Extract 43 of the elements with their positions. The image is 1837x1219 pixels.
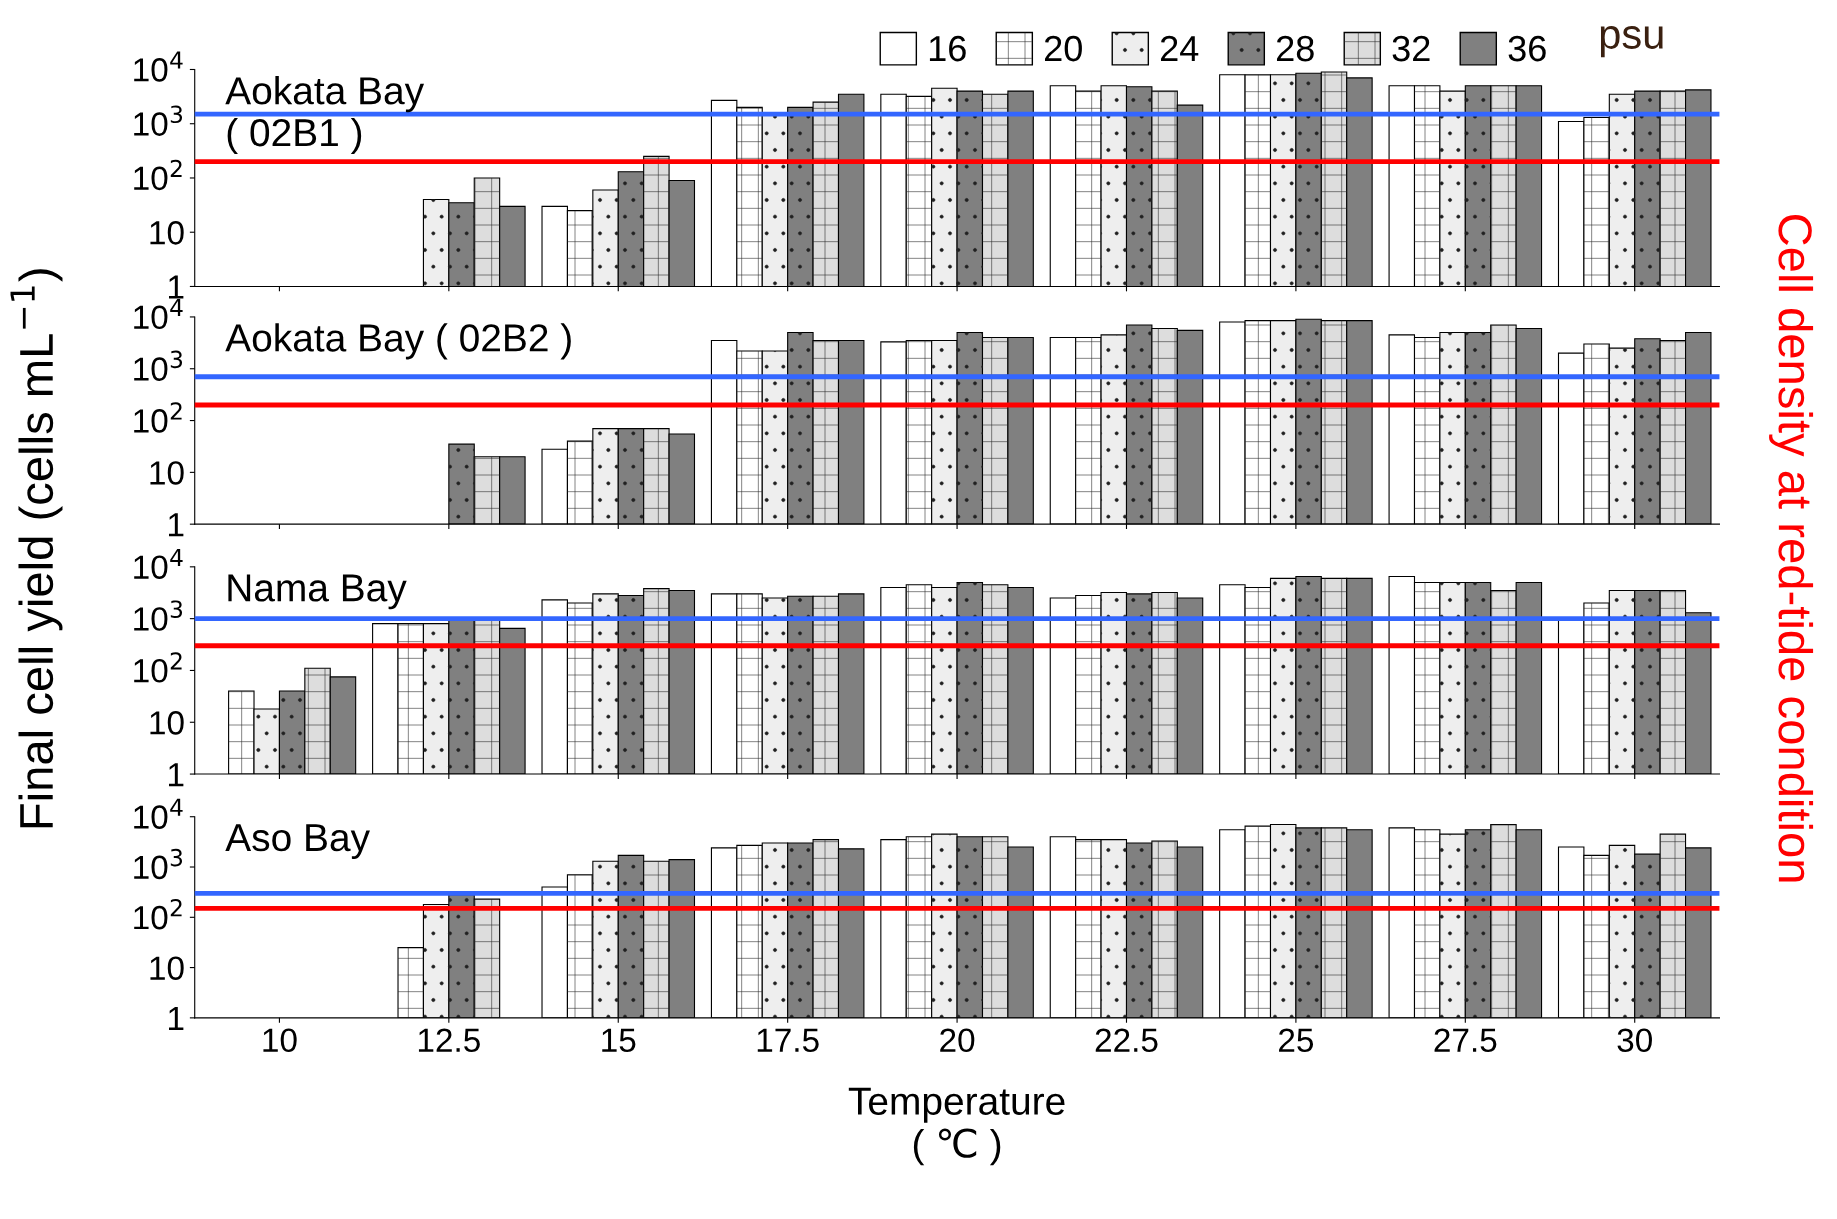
- y-tick-label: 10: [150, 461, 184, 485]
- y-tick-label: 1: [169, 1007, 184, 1030]
- y-tick-label: 10: [150, 221, 184, 245]
- x-tick-label: 27.5: [1434, 1028, 1497, 1053]
- y-tick-label: 10$^{2}$: [134, 652, 182, 683]
- text: Aokata Bay ( 02B1 ): [225, 75, 425, 155]
- y2-axis-title: Cell density at red-tide condition: [1769, 214, 1814, 882]
- y-tick-label: 10$^{2}$: [134, 159, 182, 191]
- x-axis-title: Temperature ( ℃ ): [848, 1087, 1065, 1166]
- y-tick-label: 10$^{4}$: [134, 51, 183, 82]
- chart-title: Aso Bay: [225, 824, 370, 860]
- y-tick-label: 10: [150, 956, 184, 980]
- legend-label: 20: [1044, 35, 1082, 62]
- y-axis-title: Final cell yield (cells mL$^{−1}$): [10, 269, 63, 828]
- y-tick-label: 1: [169, 275, 184, 299]
- y-tick-label: 10$^{3}$: [134, 848, 183, 880]
- y-tick-label: 10$^{2}$: [134, 899, 182, 930]
- x-tick-label: 15: [602, 1028, 636, 1053]
- legend-label: 32: [1392, 35, 1430, 62]
- y-tick-label: 10$^{3}$: [134, 350, 183, 381]
- y-tick-label: 1: [169, 513, 184, 537]
- y-tick-label: 10$^{4}$: [134, 299, 183, 330]
- x-tick-label: 25: [1279, 1028, 1314, 1053]
- y-tick-label: 10: [150, 711, 184, 735]
- y-tick-label: 10$^{3}$: [134, 105, 183, 136]
- chart-title: Aokata Bay ( 02B2 ): [225, 323, 571, 360]
- y-tick-label: 10$^{4}$: [134, 548, 183, 580]
- x-tick-label: 22.5: [1095, 1028, 1158, 1053]
- x-tick-label: 12.5: [418, 1028, 480, 1053]
- legend-label: 36: [1508, 35, 1546, 62]
- legend-label: 28: [1276, 35, 1314, 62]
- y-tick-label: 10$^{2}$: [134, 402, 182, 433]
- x-tick-label: 17.5: [757, 1028, 819, 1053]
- y-tick-label: 10$^{4}$: [134, 798, 183, 829]
- x-tick-label: 30: [1617, 1028, 1652, 1053]
- legend-title: psu: [1600, 26, 1663, 58]
- x-tick-label: 20: [940, 1028, 975, 1053]
- legend-label: 24: [1160, 35, 1199, 62]
- y-tick-label: 10$^{3}$: [134, 600, 183, 631]
- chart-title: Nama Bay: [228, 574, 407, 610]
- legend-label: 16: [929, 35, 966, 62]
- x-tick-label: 10: [263, 1028, 297, 1053]
- y-tick-label: 1: [169, 763, 184, 787]
